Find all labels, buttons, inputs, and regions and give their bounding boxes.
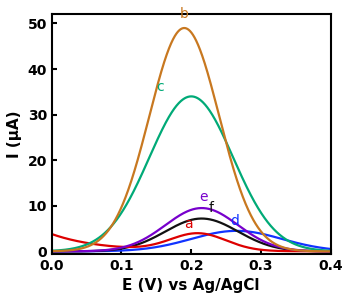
Y-axis label: I (μA): I (μA)	[7, 110, 22, 158]
Text: b: b	[180, 7, 189, 21]
Text: a: a	[184, 217, 193, 231]
Text: f: f	[208, 201, 213, 215]
Text: c: c	[156, 80, 164, 94]
Text: d: d	[230, 214, 239, 228]
Text: e: e	[199, 190, 208, 204]
X-axis label: E (V) vs Ag/AgCl: E (V) vs Ag/AgCl	[122, 278, 260, 293]
